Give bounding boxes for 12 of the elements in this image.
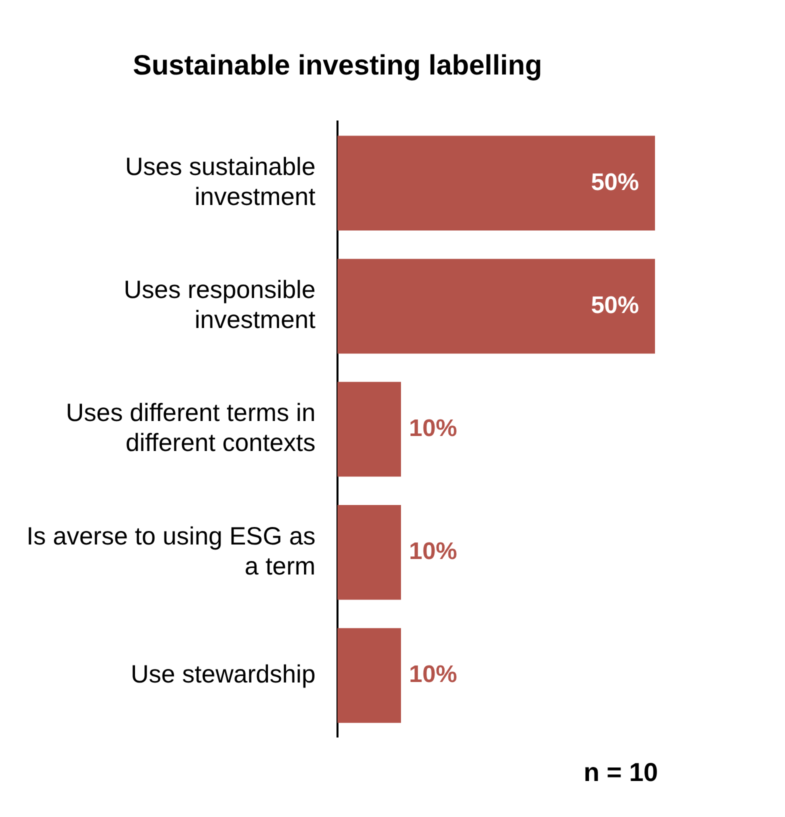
- y-tick-label: Uses sustainable investment: [125, 153, 316, 212]
- data-label: 50%: [590, 292, 639, 319]
- data-label: 50%: [590, 168, 639, 196]
- y-tick-label: Uses different terms in different contexts: [66, 399, 316, 458]
- data-label: 10%: [409, 661, 458, 688]
- y-tick-label: Use stewardship: [130, 660, 316, 688]
- data-label: 10%: [409, 538, 458, 566]
- text: n = 10: [584, 757, 658, 787]
- data-label: 10%: [409, 414, 458, 442]
- y-tick-label: Is averse to using ESG as a term: [26, 522, 316, 580]
- y-tick-label: Uses responsible investment: [124, 276, 316, 334]
- chart-title: Sustainable investing labelling: [132, 50, 542, 81]
